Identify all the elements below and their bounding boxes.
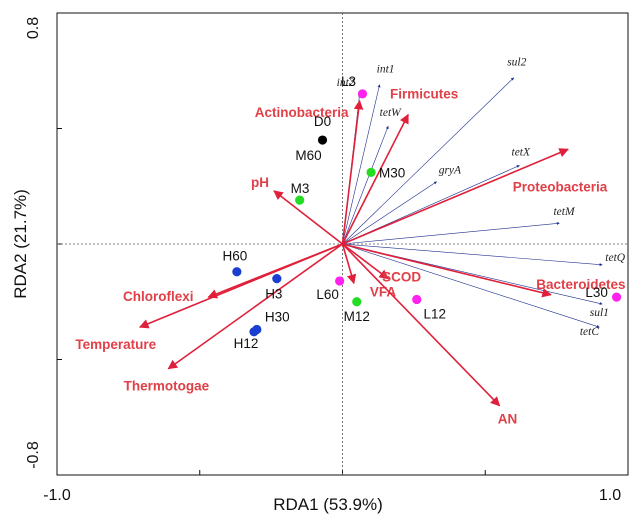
environmental-vectors: Actinobacteria Firmicutes Proteobacteria pH…	[75, 87, 625, 427]
sample-point-d0	[318, 135, 327, 144]
gene-vector-tetm	[343, 223, 560, 244]
gene-vector-tetq	[343, 244, 603, 265]
sample-point-h60	[232, 267, 241, 276]
gene-label-sul1: sul1	[590, 307, 609, 319]
sample-label-h60: H60	[222, 249, 247, 264]
gene-label-grya: gryA	[439, 165, 462, 177]
sample-label-m3: M3	[291, 181, 310, 196]
env-label-an: AN	[498, 412, 518, 427]
gene-label-tetq: tetQ	[605, 252, 625, 264]
env-label-bacteroidetes: Bacteroidetes	[536, 277, 625, 292]
env-label-temperature: Temperature	[75, 337, 156, 352]
sample-point-l60	[335, 276, 344, 285]
sample-label-l12: L12	[423, 306, 446, 321]
sample-point-l3	[358, 89, 367, 98]
x-tick-max: 1.0	[599, 487, 621, 504]
sample-label-m12: M12	[344, 309, 370, 324]
env-label-proteobacteria: Proteobacteria	[513, 179, 608, 194]
env-label-ph: pH	[251, 175, 269, 190]
gene-label-tetw: tetW	[380, 107, 402, 119]
gene-label-int1: int1	[377, 64, 395, 76]
gene-vector-grya	[343, 182, 437, 244]
gene-vector-sul2	[343, 78, 514, 244]
env-label-thermotogae: Thermotogae	[124, 379, 210, 394]
env-vector-ph	[274, 191, 343, 244]
y-axis-label: RDA2 (21.7%)	[11, 189, 30, 299]
sample-point-h3	[272, 274, 281, 283]
x-tick-min: -1.0	[43, 487, 71, 504]
sample-label-l3: L3	[341, 74, 356, 89]
sample-label-l30: L30	[585, 285, 608, 300]
gene-label-tetm: tetM	[553, 206, 575, 218]
env-label-scod: SCOD	[382, 270, 421, 285]
env-label-actinobacteria: Actinobacteria	[255, 105, 349, 120]
gene-label-tetx: tetX	[512, 146, 531, 158]
sample-label-m60: M60	[295, 148, 321, 163]
sample-point-m3	[295, 196, 304, 205]
y-tick-max: 0.8	[25, 17, 42, 39]
env-vector-proteobacteria	[343, 149, 569, 244]
sample-point-l30	[612, 293, 621, 302]
sample-label-m30: M30	[379, 165, 405, 180]
y-tick-min: -0.8	[25, 441, 42, 469]
gene-label-sul2: sul2	[507, 57, 526, 69]
sample-label-h30: H30	[265, 309, 290, 324]
sample-point-m30	[366, 168, 375, 177]
sample-point-m12	[352, 297, 361, 306]
sample-label-h12: H12	[234, 336, 259, 351]
gene-label-tetc: tetC	[580, 326, 599, 338]
sample-point-l12	[412, 295, 421, 304]
sample-label-l60: L60	[316, 287, 339, 302]
env-vector-an	[343, 244, 500, 406]
sample-label-d0: D0	[314, 114, 331, 129]
sample-label-h3: H3	[265, 287, 282, 302]
x-axis-label: RDA1 (53.9%)	[273, 495, 383, 514]
env-label-firmicutes: Firmicutes	[390, 87, 458, 102]
env-label-chloroflexi: Chloroflexi	[123, 289, 194, 304]
